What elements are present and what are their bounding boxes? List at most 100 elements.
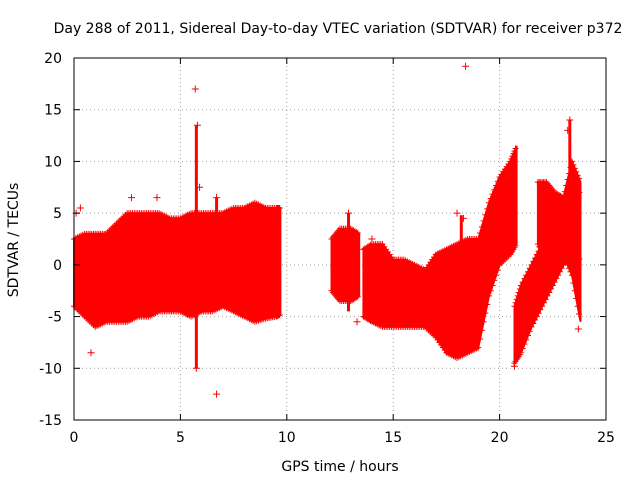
- data-point: [560, 210, 567, 217]
- data-point: [478, 223, 485, 230]
- data-point: [276, 204, 283, 211]
- data-points: [71, 62, 583, 398]
- data-point: [575, 254, 582, 261]
- data-point: [516, 285, 523, 292]
- data-point: [493, 272, 500, 279]
- y-axis-label: SDTVAR / TECUs: [6, 183, 22, 298]
- outlier-point: [213, 194, 221, 202]
- data-point: [536, 243, 543, 250]
- data-point: [475, 344, 482, 351]
- data-point: [539, 248, 546, 255]
- data-point: [517, 349, 524, 356]
- data-point: [567, 164, 574, 171]
- outlier-point: [368, 235, 376, 243]
- data-point: [494, 178, 501, 185]
- data-point: [569, 192, 576, 199]
- data-point: [546, 289, 553, 296]
- x-tick-label: 10: [278, 430, 296, 446]
- data-point: [558, 213, 565, 220]
- data-point: [567, 268, 574, 275]
- data-point: [544, 254, 551, 261]
- data-point: [555, 220, 562, 227]
- data-point: [491, 277, 498, 284]
- data-point: [489, 282, 496, 289]
- data-point: [539, 303, 546, 310]
- data-point: [530, 258, 537, 265]
- plot-frame: [73, 57, 607, 421]
- data-point: [549, 246, 556, 253]
- data-point: [559, 193, 566, 200]
- data-point: [551, 279, 558, 286]
- data-point: [533, 251, 540, 258]
- data-point: [574, 303, 581, 310]
- outlier-point: [127, 194, 135, 202]
- data-point: [514, 292, 521, 299]
- outlier-point: [462, 62, 470, 70]
- data-point: [511, 148, 518, 155]
- data-point: [570, 279, 577, 286]
- outlier-point: [87, 349, 95, 357]
- data-point: [482, 211, 489, 218]
- data-point: [489, 191, 496, 198]
- data-point: [491, 186, 498, 193]
- data-point: [549, 230, 556, 237]
- data-point: [576, 255, 583, 262]
- x-tick-label: 20: [491, 430, 509, 446]
- data-point: [532, 254, 539, 261]
- data-point: [487, 287, 494, 294]
- x-tick-label: 25: [597, 430, 615, 446]
- data-point: [521, 275, 528, 282]
- data-point: [524, 268, 531, 275]
- data-point: [493, 182, 500, 189]
- data-point: [576, 175, 583, 182]
- data-point: [512, 145, 519, 152]
- data-point: [354, 229, 361, 236]
- data-point: [526, 328, 533, 335]
- x-tick-label: 0: [70, 430, 79, 446]
- outlier-point: [191, 85, 199, 93]
- data-point: [494, 267, 501, 274]
- data-point: [568, 158, 575, 165]
- axis-ticks: [73, 57, 607, 421]
- outlier-point: [193, 121, 201, 129]
- data-point: [563, 203, 570, 210]
- data-point: [542, 296, 549, 303]
- data-point: [513, 296, 520, 303]
- outlier-point: [566, 116, 574, 124]
- data-point: [484, 301, 491, 308]
- data-point: [556, 268, 563, 275]
- y-tick-label: -10: [39, 361, 62, 377]
- data-point: [517, 282, 524, 289]
- data-point: [509, 153, 516, 160]
- data-point: [550, 243, 557, 250]
- data-point: [480, 217, 487, 224]
- data-point: [535, 310, 542, 317]
- data-point: [560, 194, 567, 201]
- data-point: [524, 332, 531, 339]
- data-point: [566, 170, 573, 177]
- y-tick-label: 10: [44, 154, 62, 170]
- outlier-point: [76, 204, 84, 212]
- data-point: [553, 223, 560, 230]
- data-point: [354, 293, 361, 300]
- data-point: [484, 205, 491, 212]
- data-point: [558, 265, 565, 272]
- outlier-point: [345, 209, 353, 217]
- data-point: [475, 236, 482, 242]
- data-point: [485, 292, 492, 299]
- outlier-point: [213, 390, 221, 398]
- data-point: [523, 336, 530, 343]
- data-point: [576, 310, 583, 317]
- data-point: [521, 341, 528, 348]
- data-point: [507, 158, 514, 165]
- data-point: [533, 313, 540, 320]
- x-tick-label: 15: [384, 430, 402, 446]
- y-tick-label: -5: [48, 310, 62, 326]
- data-point: [555, 272, 562, 279]
- data-point: [544, 292, 551, 299]
- outlier-point: [510, 362, 518, 370]
- data-point: [562, 206, 569, 213]
- data-point: [523, 272, 530, 279]
- data-point: [543, 256, 550, 263]
